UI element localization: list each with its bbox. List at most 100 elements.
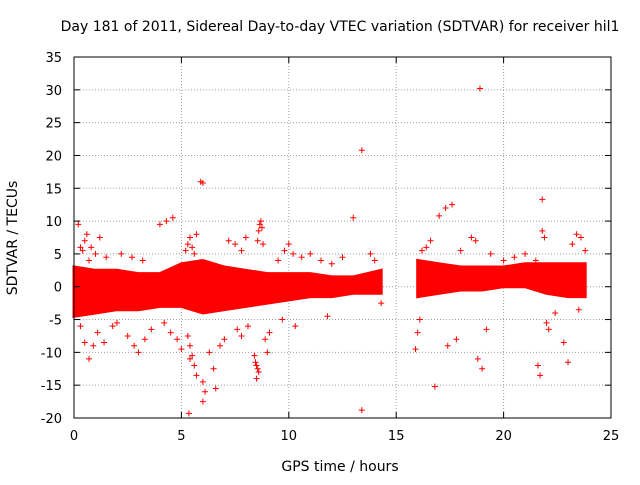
- data-point: [90, 342, 97, 349]
- data-point: [539, 196, 546, 203]
- data-point: [534, 362, 541, 369]
- y-axis-title: SDTVAR / TECUs: [5, 181, 21, 296]
- dense-data-band: [72, 258, 383, 319]
- data-point: [101, 339, 108, 346]
- data-point: [206, 349, 213, 356]
- data-point: [444, 342, 451, 349]
- data-point: [358, 147, 365, 154]
- data-point: [487, 250, 494, 257]
- data-point: [416, 316, 423, 323]
- data-point: [254, 365, 261, 372]
- x-tick-label: 25: [603, 429, 620, 444]
- data-point: [427, 237, 434, 244]
- data-point: [552, 309, 559, 316]
- data-point: [339, 254, 346, 261]
- data-point: [193, 231, 200, 238]
- data-point: [256, 221, 263, 228]
- data-point: [199, 180, 206, 187]
- data-point: [167, 329, 174, 336]
- data-point: [511, 254, 518, 261]
- data-point: [522, 250, 529, 257]
- data-point: [255, 227, 262, 234]
- data-point: [290, 250, 297, 257]
- data-point: [328, 260, 335, 267]
- data-point: [242, 234, 249, 241]
- data-point: [254, 237, 261, 244]
- x-tick-label: 20: [495, 429, 512, 444]
- data-point: [371, 257, 378, 264]
- data-point: [468, 234, 475, 241]
- data-point: [232, 241, 239, 248]
- x-tick-label: 15: [388, 429, 405, 444]
- data-point: [453, 336, 460, 343]
- data-point: [217, 342, 224, 349]
- data-point: [537, 372, 544, 379]
- y-tick-label: 0: [54, 281, 62, 296]
- data-point: [479, 365, 486, 372]
- data-point: [575, 306, 582, 313]
- data-point: [148, 326, 155, 333]
- data-point: [163, 218, 170, 225]
- data-point: [77, 244, 84, 251]
- y-tick-label: 25: [45, 117, 62, 132]
- x-axis-title: GPS time / hours: [281, 459, 398, 475]
- data-point: [86, 355, 93, 362]
- data-point: [307, 250, 314, 257]
- dense-data-band: [416, 258, 587, 299]
- data-point: [96, 234, 103, 241]
- axis-ticks: 0 5 10 15 20 25 -20 -15 -10 -5 0 5 10 15 20 25 30 35: [41, 51, 620, 444]
- data-point: [582, 247, 589, 254]
- data-point: [367, 250, 374, 257]
- data-point: [141, 336, 148, 343]
- data-point: [442, 204, 449, 211]
- data-point: [118, 250, 125, 257]
- data-point: [539, 227, 546, 234]
- data-point: [260, 241, 267, 248]
- data-point: [543, 319, 550, 326]
- x-tick-label: 5: [177, 429, 185, 444]
- data-point: [281, 247, 288, 254]
- data-point: [449, 201, 456, 208]
- data-point: [234, 326, 241, 333]
- data-point: [113, 319, 120, 326]
- data-point: [92, 250, 99, 257]
- data-point: [124, 332, 131, 339]
- y-tick-label: 35: [45, 51, 62, 66]
- data-point: [565, 359, 572, 366]
- data-point: [81, 339, 88, 346]
- data-point: [191, 250, 198, 257]
- data-point: [135, 349, 142, 356]
- data-point: [79, 247, 86, 254]
- data-point: [252, 359, 259, 366]
- data-point: [573, 231, 580, 238]
- x-tick-label: 10: [281, 429, 298, 444]
- data-point: [292, 323, 299, 330]
- data-point: [83, 231, 90, 238]
- data-point: [253, 362, 260, 369]
- data-point: [244, 323, 251, 330]
- data-point: [86, 257, 93, 264]
- plot-frame: [73, 56, 612, 419]
- data-point: [483, 326, 490, 333]
- data-point: [275, 257, 282, 264]
- data-point: [476, 85, 483, 92]
- data-point: [253, 375, 260, 382]
- data-point: [88, 244, 95, 251]
- data-point: [221, 336, 228, 343]
- data-point: [109, 323, 116, 330]
- data-point: [350, 214, 357, 221]
- y-tick-label: -20: [41, 412, 62, 427]
- data-point: [75, 221, 82, 228]
- data-point: [139, 257, 146, 264]
- data-point: [560, 339, 567, 346]
- data-point: [423, 244, 430, 251]
- data-point: [378, 300, 385, 307]
- data-point: [128, 254, 135, 261]
- data-point: [262, 336, 269, 343]
- y-tick-label: -10: [41, 346, 62, 361]
- data-point: [169, 214, 176, 221]
- data-point: [298, 254, 305, 261]
- data-point: [186, 234, 193, 241]
- y-tick-label: 10: [45, 215, 62, 230]
